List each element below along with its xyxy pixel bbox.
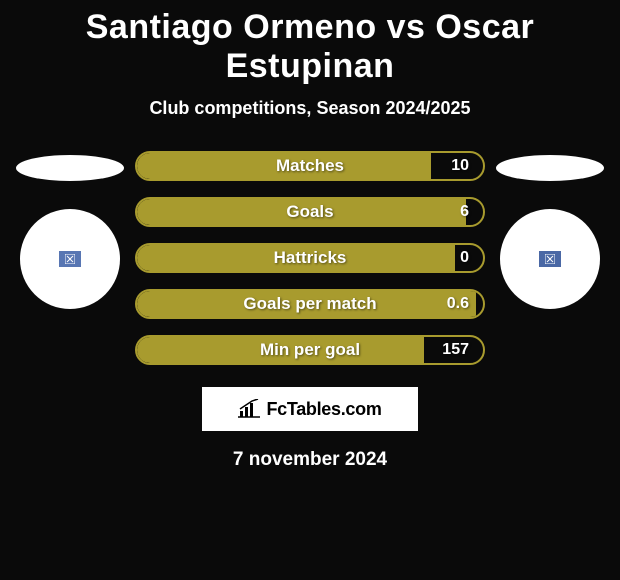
- stat-label: Goals per match: [243, 294, 376, 314]
- stat-bar-goals: Goals 6: [135, 197, 485, 227]
- player-left-flag-icon: [59, 251, 81, 267]
- stat-bar-min-per-goal: Min per goal 157: [135, 335, 485, 365]
- branding-text: FcTables.com: [266, 399, 381, 420]
- comparison-row: Matches 10 Goals 6 Hattricks 0 Goals per…: [0, 151, 620, 365]
- stat-label: Hattricks: [274, 248, 347, 268]
- stat-value: 0.6: [447, 295, 469, 313]
- stat-bar-goals-per-match: Goals per match 0.6: [135, 289, 485, 319]
- stat-value: 0: [460, 249, 469, 267]
- player-right-circle-badge: [500, 209, 600, 309]
- branding-logo: FcTables.com: [202, 387, 418, 431]
- player-right-ellipse: [496, 155, 604, 181]
- page-subtitle: Club competitions, Season 2024/2025: [0, 98, 620, 119]
- player-left-column: [15, 151, 125, 309]
- stat-value: 6: [460, 203, 469, 221]
- stats-column: Matches 10 Goals 6 Hattricks 0 Goals per…: [135, 151, 485, 365]
- stat-bar-matches: Matches 10: [135, 151, 485, 181]
- player-left-circle-badge: [20, 209, 120, 309]
- footer-date: 7 november 2024: [0, 449, 620, 471]
- stat-label: Matches: [276, 156, 344, 176]
- player-left-ellipse: [16, 155, 124, 181]
- player-right-flag-icon: [539, 251, 561, 267]
- stat-label: Goals: [286, 202, 333, 222]
- chart-icon: [238, 399, 262, 419]
- stat-bar-hattricks: Hattricks 0: [135, 243, 485, 273]
- stat-value: 157: [442, 341, 469, 359]
- player-right-column: [495, 151, 605, 309]
- page-title: Santiago Ormeno vs Oscar Estupinan: [0, 8, 620, 86]
- stat-value: 10: [451, 157, 469, 175]
- stat-label: Min per goal: [260, 340, 360, 360]
